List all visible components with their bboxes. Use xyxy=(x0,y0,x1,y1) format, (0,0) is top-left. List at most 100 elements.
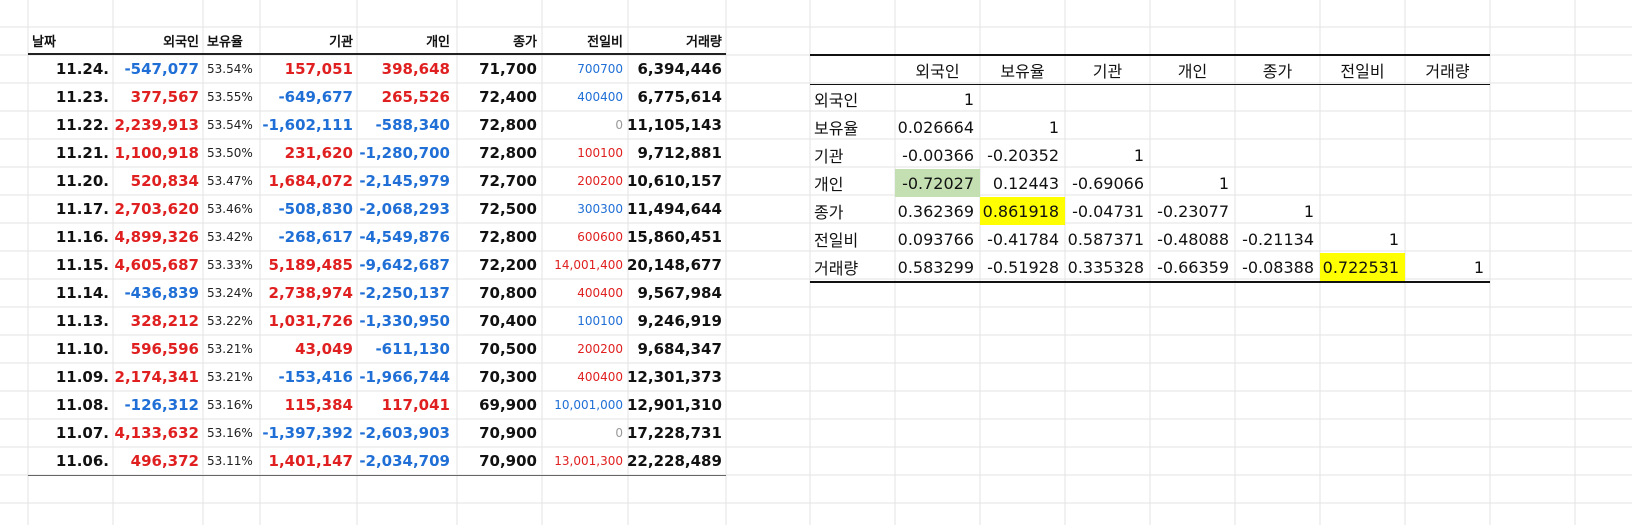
correlation-cell[interactable]: 1 xyxy=(1133,145,1144,165)
institution-net-cell[interactable]: 115,384 xyxy=(284,396,353,414)
close-price-cell[interactable]: 70,500 xyxy=(479,340,537,358)
institution-net-cell[interactable]: -268,617 xyxy=(278,228,353,246)
holding-ratio-cell[interactable]: 53.46% xyxy=(207,202,253,216)
correlation-cell[interactable] xyxy=(1320,197,1405,225)
date-cell[interactable]: 11.08. xyxy=(55,396,109,414)
close-price-cell[interactable]: 72,800 xyxy=(479,144,537,162)
change-cell[interactable]: 300300 xyxy=(577,202,623,216)
holding-ratio-cell[interactable]: 53.54% xyxy=(207,62,253,76)
foreign-net-cell[interactable]: -547,077 xyxy=(124,60,199,78)
correlation-cell[interactable]: 1 xyxy=(963,89,974,109)
close-price-cell[interactable]: 72,500 xyxy=(479,200,537,218)
individual-net-cell[interactable]: 117,041 xyxy=(381,396,450,414)
institution-net-cell[interactable]: -508,830 xyxy=(278,200,353,218)
correlation-cell[interactable]: 0.093766 xyxy=(897,229,974,249)
correlation-cell[interactable]: -0.21134 xyxy=(1242,229,1314,249)
correlation-cell[interactable] xyxy=(1235,113,1320,141)
close-price-cell[interactable]: 72,800 xyxy=(479,228,537,246)
correlation-cell[interactable]: -0.04731 xyxy=(1072,201,1144,221)
close-price-cell[interactable]: 72,800 xyxy=(479,116,537,134)
holding-ratio-cell[interactable]: 53.42% xyxy=(207,230,253,244)
foreign-net-cell[interactable]: 4,133,632 xyxy=(114,424,199,442)
volume-cell[interactable]: 22,228,489 xyxy=(627,447,726,476)
foreign-net-cell[interactable]: 4,605,687 xyxy=(114,256,199,274)
correlation-cell[interactable]: -0.51928 xyxy=(980,253,1065,283)
holding-ratio-cell[interactable]: 53.11% xyxy=(203,447,260,476)
correlation-cell[interactable]: -0.69066 xyxy=(1072,173,1144,193)
correlation-cell[interactable]: 0.026664 xyxy=(897,117,974,137)
change-cell[interactable]: 100100 xyxy=(577,146,623,160)
close-price-cell[interactable]: 72,400 xyxy=(479,88,537,106)
correlation-cell[interactable] xyxy=(1065,85,1150,114)
date-cell[interactable]: 11.22. xyxy=(55,116,109,134)
individual-net-cell[interactable]: -2,250,137 xyxy=(359,284,450,302)
close-price-cell[interactable]: 70,800 xyxy=(479,284,537,302)
institution-net-cell[interactable]: 5,189,485 xyxy=(268,256,353,274)
close-price-cell[interactable]: 69,900 xyxy=(479,396,537,414)
correlation-cell[interactable] xyxy=(1405,197,1490,225)
correlation-cell[interactable] xyxy=(1405,85,1490,114)
holding-ratio-cell[interactable]: 53.55% xyxy=(207,90,253,104)
individual-net-cell[interactable]: -611,130 xyxy=(375,340,450,358)
date-cell[interactable]: 11.20. xyxy=(55,172,109,190)
volume-cell[interactable]: 6,394,446 xyxy=(637,60,722,78)
change-cell[interactable]: 10,001,000 xyxy=(554,398,623,412)
institution-net-cell[interactable]: 1,401,147 xyxy=(260,447,357,476)
holding-ratio-cell[interactable]: 53.16% xyxy=(207,426,253,440)
correlation-cell[interactable]: 0.335328 xyxy=(1065,253,1150,283)
volume-cell[interactable]: 11,105,143 xyxy=(627,116,722,134)
change-cell[interactable]: 400400 xyxy=(577,90,623,104)
date-cell[interactable]: 11.17. xyxy=(55,200,109,218)
change-cell[interactable]: 400400 xyxy=(577,286,623,300)
institution-net-cell[interactable]: 231,620 xyxy=(284,144,353,162)
correlation-cell[interactable] xyxy=(1320,141,1405,169)
change-cell[interactable]: 0 xyxy=(615,426,623,440)
volume-cell[interactable]: 9,246,919 xyxy=(637,312,722,330)
holding-ratio-cell[interactable]: 53.24% xyxy=(207,286,253,300)
institution-net-cell[interactable]: 157,051 xyxy=(284,60,353,78)
volume-cell[interactable]: 15,860,451 xyxy=(627,228,722,246)
change-cell[interactable]: 600600 xyxy=(577,230,623,244)
correlation-cell[interactable]: 1 xyxy=(1405,253,1490,283)
date-cell[interactable]: 11.06. xyxy=(28,447,113,476)
foreign-net-cell[interactable]: -436,839 xyxy=(124,284,199,302)
close-price-cell[interactable]: 72,700 xyxy=(479,172,537,190)
foreign-net-cell[interactable]: 2,239,913 xyxy=(114,116,199,134)
institution-net-cell[interactable]: 43,049 xyxy=(295,340,353,358)
holding-ratio-cell[interactable]: 53.16% xyxy=(207,398,253,412)
correlation-cell[interactable] xyxy=(1150,113,1235,141)
correlation-cell[interactable] xyxy=(1405,113,1490,141)
institution-net-cell[interactable]: -649,677 xyxy=(278,88,353,106)
correlation-cell[interactable]: -0.72027 xyxy=(895,169,980,197)
correlation-cell[interactable] xyxy=(1405,225,1490,253)
individual-net-cell[interactable]: 265,526 xyxy=(381,88,450,106)
institution-net-cell[interactable]: 1,031,726 xyxy=(268,312,353,330)
correlation-cell[interactable]: 1 xyxy=(1303,201,1314,221)
change-cell[interactable]: 400400 xyxy=(577,370,623,384)
date-cell[interactable]: 11.10. xyxy=(55,340,109,358)
volume-cell[interactable]: 11,494,644 xyxy=(627,200,722,218)
institution-net-cell[interactable]: -153,416 xyxy=(278,368,353,386)
holding-ratio-cell[interactable]: 53.22% xyxy=(207,314,253,328)
date-cell[interactable]: 11.16. xyxy=(55,228,109,246)
foreign-net-cell[interactable]: 328,212 xyxy=(130,312,199,330)
volume-cell[interactable]: 9,567,984 xyxy=(637,284,722,302)
individual-net-cell[interactable]: -2,068,293 xyxy=(359,200,450,218)
correlation-cell[interactable]: 0.362369 xyxy=(897,201,974,221)
correlation-cell[interactable]: 0.722531 xyxy=(1320,253,1405,283)
foreign-net-cell[interactable]: 596,596 xyxy=(130,340,199,358)
correlation-cell[interactable] xyxy=(1235,141,1320,169)
foreign-net-cell[interactable]: 2,174,341 xyxy=(114,368,199,386)
volume-cell[interactable]: 9,712,881 xyxy=(637,144,722,162)
date-cell[interactable]: 11.21. xyxy=(55,144,109,162)
date-cell[interactable]: 11.13. xyxy=(55,312,109,330)
foreign-net-cell[interactable]: 1,100,918 xyxy=(114,144,199,162)
foreign-net-cell[interactable]: 520,834 xyxy=(130,172,199,190)
date-cell[interactable]: 11.14. xyxy=(55,284,109,302)
correlation-cell[interactable] xyxy=(1150,141,1235,169)
holding-ratio-cell[interactable]: 53.47% xyxy=(207,174,253,188)
correlation-cell[interactable] xyxy=(1150,85,1235,114)
institution-net-cell[interactable]: 1,684,072 xyxy=(268,172,353,190)
individual-net-cell[interactable]: -2,603,903 xyxy=(359,424,450,442)
change-cell[interactable]: 700700 xyxy=(577,62,623,76)
